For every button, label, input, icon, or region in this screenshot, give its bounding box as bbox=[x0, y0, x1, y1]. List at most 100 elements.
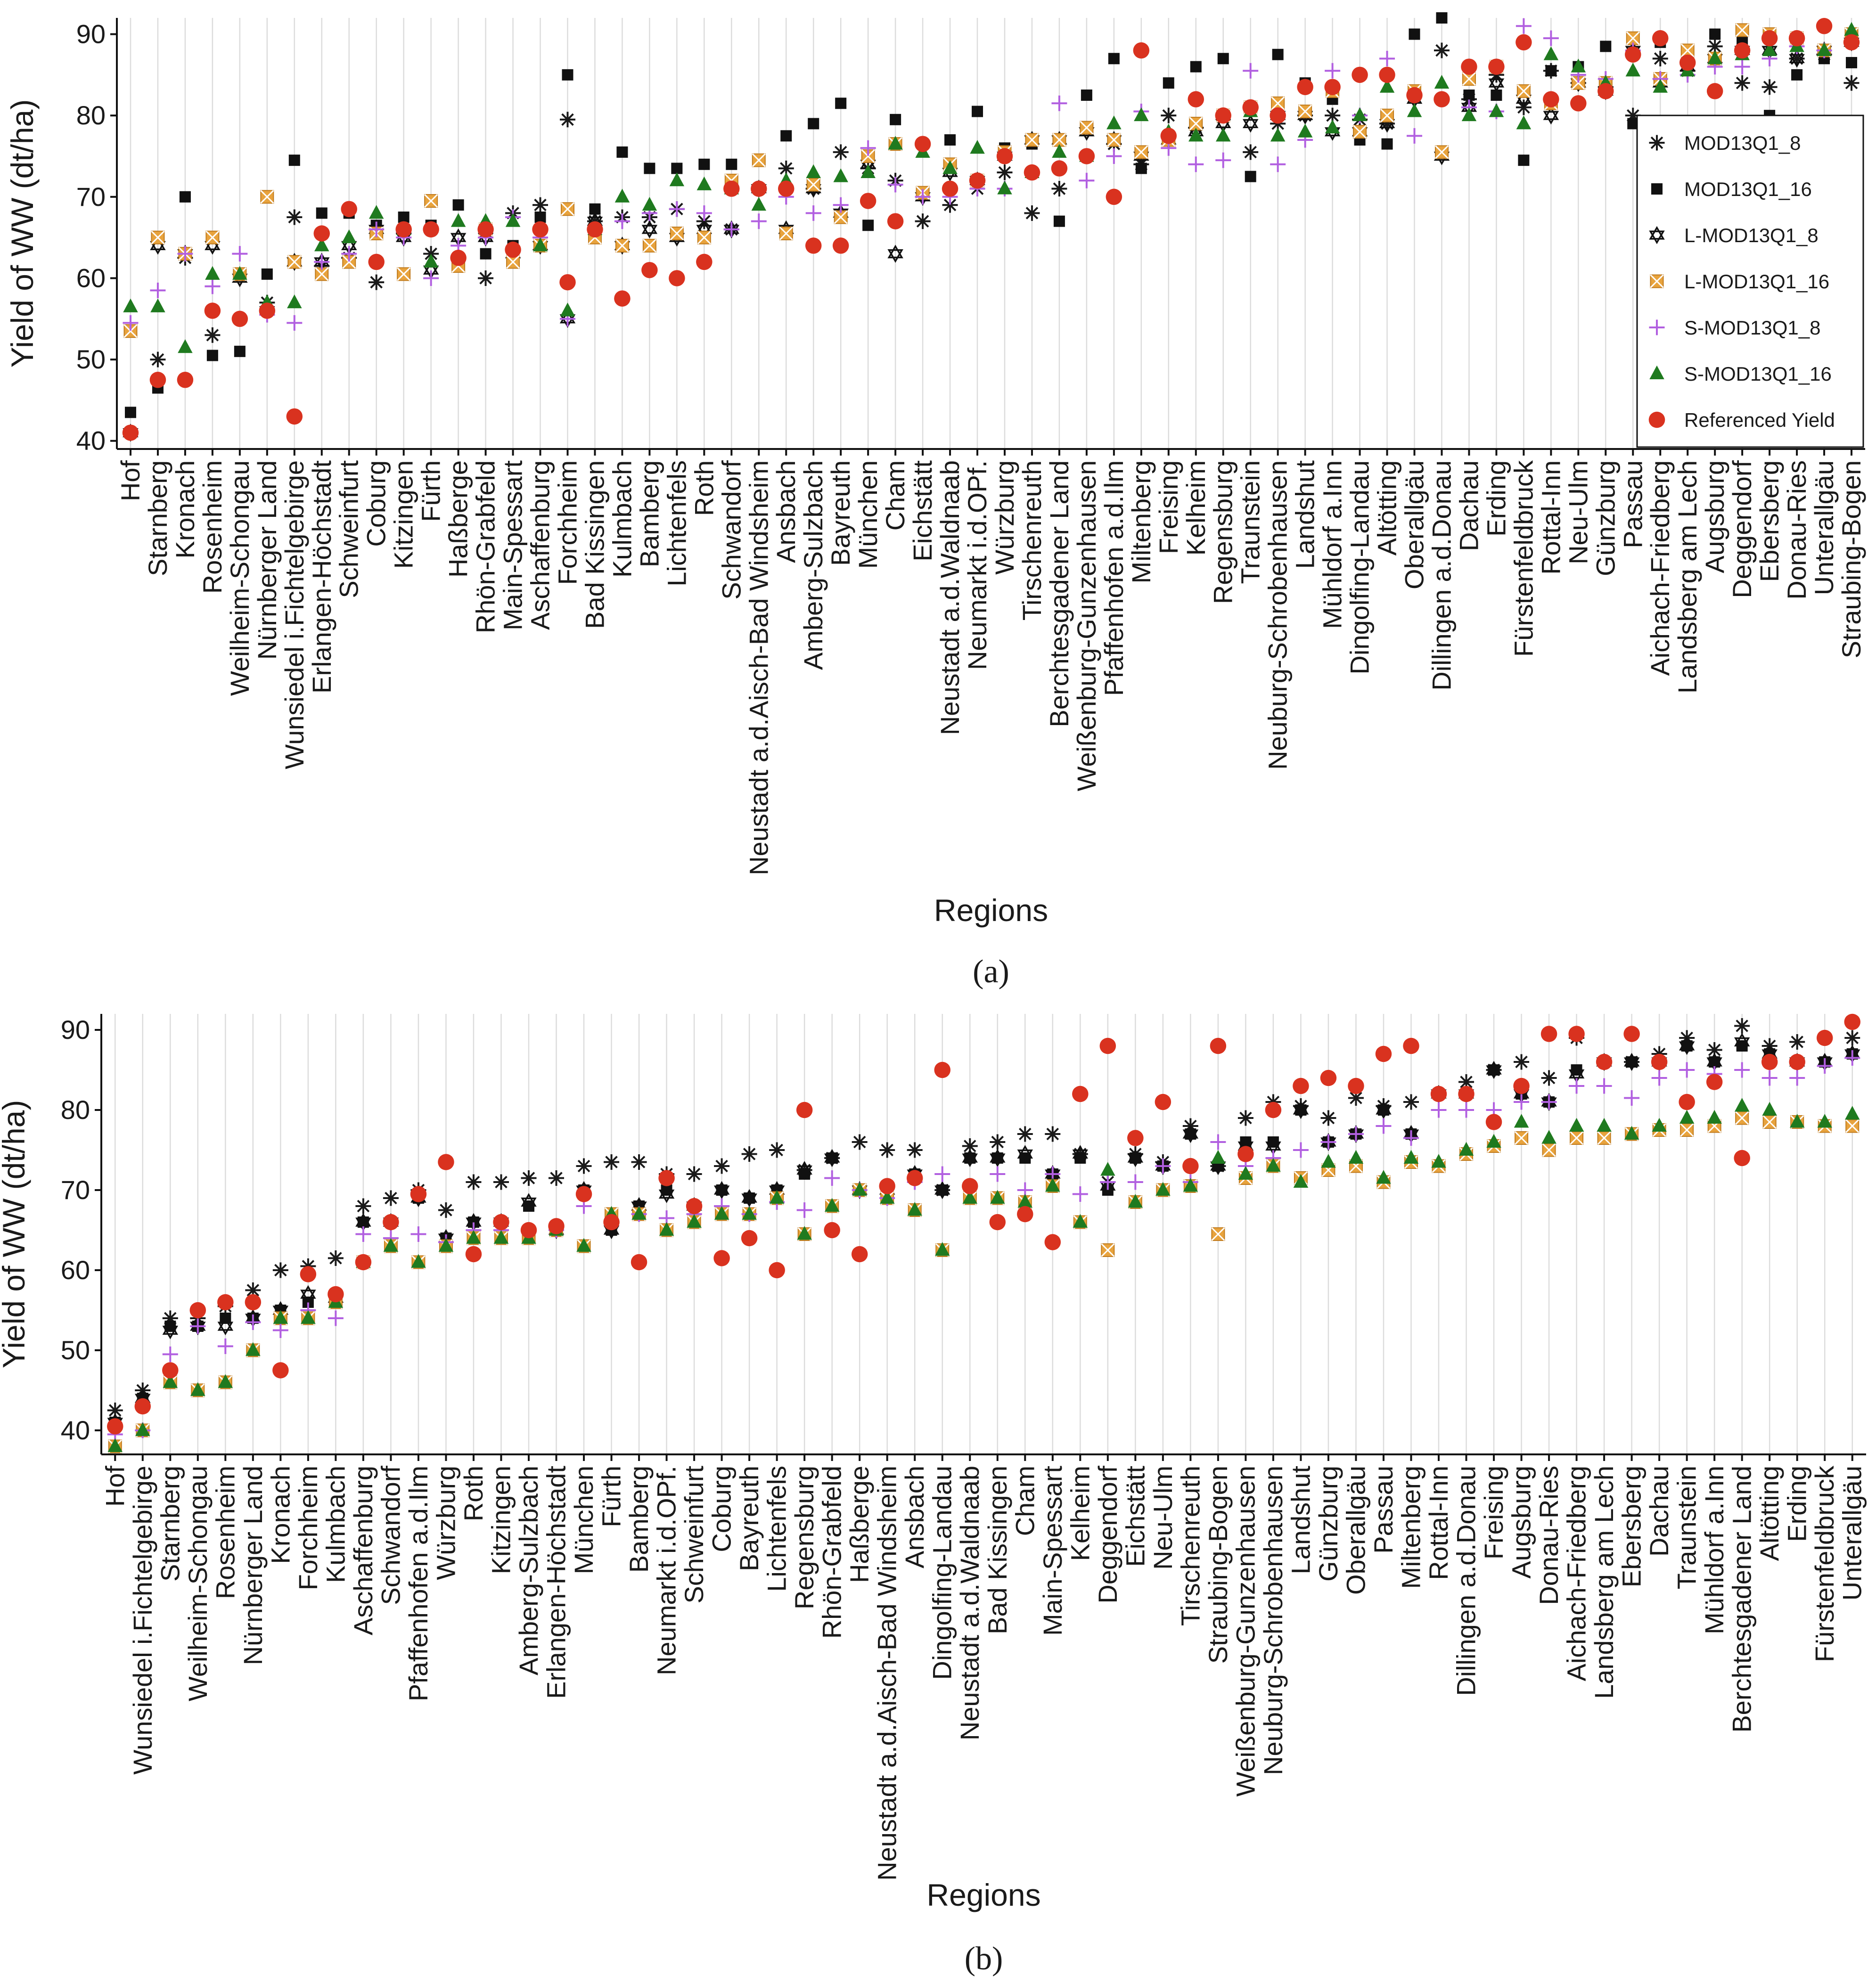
data-point bbox=[1679, 1110, 1695, 1124]
legend-marker bbox=[1649, 319, 1665, 335]
data-point bbox=[1403, 1130, 1419, 1146]
legend-marker bbox=[1649, 365, 1664, 379]
y-tick-label: 40 bbox=[61, 1415, 90, 1445]
data-point bbox=[1734, 1150, 1750, 1167]
data-point bbox=[769, 1190, 785, 1204]
data-point bbox=[1569, 1078, 1585, 1094]
data-point bbox=[451, 213, 466, 227]
data-point bbox=[1024, 164, 1040, 181]
x-tick-label: Pfaffenhofen a.d.Ilm bbox=[1099, 460, 1129, 696]
data-point bbox=[261, 268, 273, 280]
data-point bbox=[246, 1342, 261, 1356]
x-tick-label: Kelheim bbox=[1065, 1466, 1095, 1561]
data-point bbox=[1238, 1166, 1253, 1180]
y-tick-label: 50 bbox=[76, 344, 106, 374]
x-tick-label: Coburg bbox=[707, 1466, 737, 1552]
data-point bbox=[1597, 1118, 1612, 1132]
x-tick-label: Roth bbox=[689, 460, 719, 516]
data-point bbox=[1242, 114, 1259, 133]
data-point bbox=[1407, 128, 1423, 144]
data-point bbox=[575, 1186, 592, 1202]
data-point bbox=[1679, 54, 1696, 71]
x-tick-label: Kulmbach bbox=[320, 1466, 350, 1583]
data-point bbox=[1541, 1070, 1557, 1086]
x-tick-label: Nürnberger Land bbox=[252, 460, 282, 660]
data-point bbox=[313, 225, 330, 242]
data-point bbox=[890, 114, 901, 125]
data-point bbox=[395, 221, 412, 238]
x-tick-label: Bad Kissingen bbox=[580, 460, 609, 629]
data-point bbox=[1434, 74, 1450, 89]
data-point bbox=[915, 213, 931, 229]
data-point bbox=[1409, 28, 1420, 40]
data-point bbox=[286, 408, 303, 425]
data-point bbox=[942, 197, 958, 213]
data-point bbox=[450, 250, 467, 266]
x-tick-label: Berchtesgadener Land bbox=[1044, 460, 1074, 727]
data-point bbox=[1051, 181, 1067, 197]
x-tick-label: Dillingen a.d.Donau bbox=[1426, 460, 1456, 691]
data-point bbox=[833, 197, 849, 213]
data-point bbox=[1625, 46, 1641, 63]
data-point bbox=[1127, 1174, 1143, 1190]
data-point bbox=[1679, 1094, 1695, 1110]
data-point bbox=[1844, 1106, 1860, 1120]
data-point bbox=[534, 211, 546, 223]
data-point bbox=[397, 267, 411, 281]
x-tick-label: Schwandorf bbox=[376, 1466, 405, 1605]
x-tick-label: Straubing-Bogen bbox=[1836, 460, 1866, 658]
data-point bbox=[107, 1418, 123, 1435]
data-point bbox=[123, 315, 139, 331]
data-point bbox=[423, 246, 439, 262]
data-point bbox=[1434, 42, 1450, 58]
data-point bbox=[1127, 1130, 1144, 1146]
data-point bbox=[696, 176, 712, 190]
x-tick-label: Donau-Ries bbox=[1534, 1466, 1564, 1605]
data-point bbox=[424, 194, 438, 208]
series-mod13q1_16 bbox=[124, 12, 1858, 418]
data-point bbox=[1679, 1062, 1695, 1078]
data-point bbox=[989, 1214, 1006, 1231]
x-tick-label: Lichtenfels bbox=[762, 1466, 792, 1592]
data-point bbox=[1297, 79, 1313, 95]
data-point bbox=[300, 1285, 316, 1304]
data-point bbox=[1624, 1090, 1640, 1106]
data-point bbox=[163, 1374, 178, 1388]
data-point bbox=[1321, 1154, 1336, 1168]
data-point bbox=[287, 315, 303, 331]
x-tick-label: Erlangen-Höchstadt bbox=[307, 460, 336, 694]
x-tick-label: Aichach-Friedberg bbox=[1645, 460, 1675, 676]
data-point bbox=[410, 1226, 426, 1242]
data-point bbox=[355, 1198, 371, 1214]
data-point bbox=[990, 1166, 1006, 1182]
x-tick-label: Amberg-Sulzbach bbox=[798, 460, 828, 670]
y-axis-label: Yield of WW (dt/ha) bbox=[5, 99, 40, 368]
series-mod13q1_16 bbox=[109, 1040, 1858, 1428]
data-point bbox=[1215, 107, 1231, 124]
data-point bbox=[1078, 148, 1095, 164]
x-tick-label: Ebersberg bbox=[1617, 1466, 1647, 1587]
x-tick-label: Regensburg bbox=[1208, 460, 1238, 604]
data-point bbox=[520, 1222, 537, 1239]
x-tick-label: Weilheim-Schongau bbox=[225, 460, 254, 696]
data-point bbox=[260, 190, 274, 204]
data-point bbox=[778, 180, 795, 197]
data-point bbox=[287, 209, 303, 225]
x-tick-label: Rottal-Inn bbox=[1424, 1466, 1453, 1580]
legend-marker bbox=[1648, 411, 1665, 428]
x-tick-label: Landsberg am Lech bbox=[1672, 460, 1702, 694]
data-point bbox=[723, 221, 739, 237]
x-tick-label: Kronach bbox=[265, 1466, 295, 1564]
data-point bbox=[178, 339, 193, 353]
data-point bbox=[861, 149, 875, 163]
y-tick-label: 90 bbox=[76, 19, 106, 49]
data-point bbox=[669, 201, 685, 217]
data-point bbox=[1458, 1085, 1475, 1102]
data-point bbox=[559, 112, 575, 128]
legend-box bbox=[1636, 114, 1864, 448]
data-point bbox=[1817, 1114, 1832, 1128]
data-point bbox=[328, 1310, 344, 1326]
x-tick-label: Rottal-Inn bbox=[1536, 460, 1565, 575]
data-point bbox=[604, 1154, 620, 1170]
